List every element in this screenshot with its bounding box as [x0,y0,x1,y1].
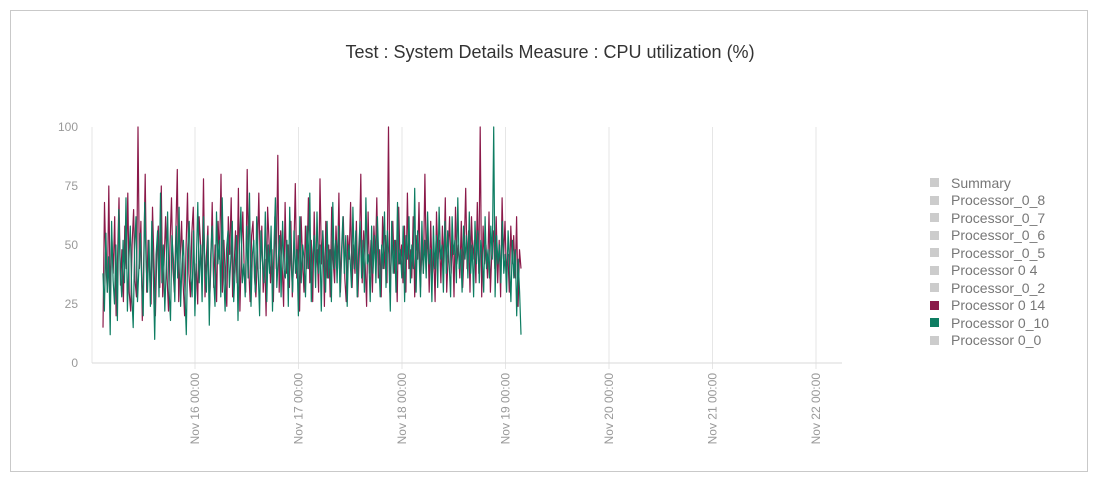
legend-item[interactable]: Processor 0 4 [930,262,1049,280]
x-tick-label: Nov 20 00:00 [602,373,616,445]
legend-item[interactable]: Processor_0_5 [930,244,1049,262]
legend-swatch [930,318,939,328]
legend-swatch [930,213,939,223]
legend-item[interactable]: Processor_0_2 [930,279,1049,297]
x-tick-label: Nov 21 00:00 [706,373,720,445]
legend-item[interactable]: Processor_0_8 [930,192,1049,210]
legend-item[interactable]: Processor_0_7 [930,209,1049,227]
series-line-processor-0-10 [102,126,522,340]
legend-label: Processor_0_2 [951,279,1046,296]
chart-title: Test : System Details Measure : CPU util… [345,42,755,62]
legend-swatch [930,178,939,188]
legend-swatch [930,230,939,240]
series-lines [102,126,522,340]
legend-item[interactable]: Processor 0_10 [930,314,1049,332]
legend-item[interactable]: Processor 0 14 [930,297,1049,315]
legend-swatch [930,335,939,345]
x-axis: Nov 16 00:00 Nov 17 00:00 Nov 18 00:00 Nov … [92,362,842,445]
legend-item[interactable]: Processor_0_6 [930,227,1049,245]
x-tick-label: Nov 17 00:00 [292,373,306,445]
legend: Summary Processor_0_8 Processor_0_7 Process… [930,174,1049,349]
legend-label: Processor_0_8 [951,192,1046,209]
x-tick-label: Nov 19 00:00 [499,373,513,445]
x-tick-label: Nov 18 00:00 [395,373,409,445]
legend-item[interactable]: Summary [930,174,1049,192]
y-tick-label: 25 [65,297,79,311]
legend-label: Processor 0 4 [951,262,1038,279]
x-tick-label: Nov 22 00:00 [809,373,823,445]
legend-label: Processor_0_7 [951,209,1046,226]
y-tick-label: 0 [71,356,78,370]
legend-swatch [930,248,939,258]
legend-label: Processor 0_0 [951,332,1042,349]
legend-swatch [930,300,939,310]
legend-label: Processor 0 14 [951,297,1046,314]
y-tick-label: 75 [65,179,79,193]
legend-swatch [930,283,939,293]
legend-swatch [930,265,939,275]
legend-label: Processor 0_10 [951,314,1050,331]
y-tick-label: 50 [65,238,79,252]
legend-item[interactable]: Processor 0_0 [930,332,1049,350]
y-axis: 0 25 50 75 100 [58,120,93,370]
x-tick-label: Nov 16 00:00 [188,373,202,445]
legend-label: Processor_0_6 [951,227,1046,244]
legend-label: Processor_0_5 [951,244,1046,261]
y-tick-label: 100 [58,120,78,134]
legend-label: Summary [951,174,1011,191]
legend-swatch [930,195,939,205]
